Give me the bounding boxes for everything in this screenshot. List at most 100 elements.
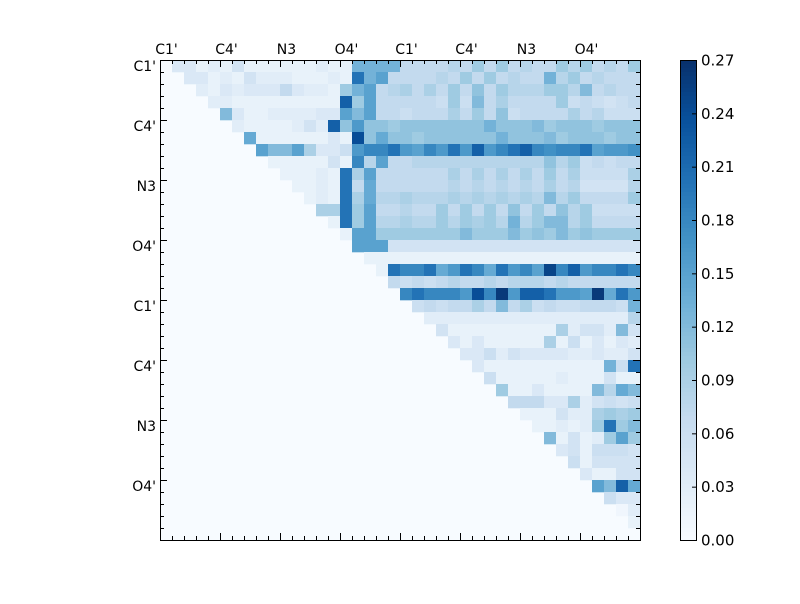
heatmap-cell [352, 180, 365, 193]
heatmap-cell [340, 204, 353, 217]
heatmap-cell [556, 444, 569, 457]
heatmap-cell [340, 156, 353, 169]
heatmap-cell [496, 204, 509, 217]
heatmap-cell [364, 180, 377, 193]
heatmap-cell [484, 96, 497, 109]
colorbar-band [680, 176, 696, 181]
heatmap-cell [544, 108, 557, 121]
colorbar-band [680, 68, 696, 73]
heatmap-cell [604, 396, 617, 409]
heatmap-cell [604, 348, 617, 361]
heatmap-cell [412, 96, 425, 109]
heatmap-cell [544, 408, 557, 421]
heatmap-cell [628, 204, 641, 217]
colorbar-band [680, 208, 696, 213]
heatmap-cell [628, 192, 641, 205]
heatmap-cell [364, 240, 377, 253]
heatmap-cell [568, 360, 581, 373]
heatmap-cell [304, 96, 317, 109]
heatmap-cell [460, 204, 473, 217]
heatmap-cell [592, 132, 605, 145]
heatmap-cell [616, 252, 629, 265]
colorbar-band [680, 304, 696, 309]
x-tick-label: N3 [277, 42, 296, 58]
heatmap-cell [616, 132, 629, 145]
heatmap-cell [340, 168, 353, 181]
colorbar-band [680, 288, 696, 293]
heatmap-cell [556, 348, 569, 361]
heatmap-cell [508, 108, 521, 121]
heatmap-cell [556, 60, 569, 73]
heatmap-cell [424, 84, 437, 97]
heatmap-cell [292, 96, 305, 109]
heatmap-cell [520, 336, 533, 349]
heatmap-cell [388, 96, 401, 109]
heatmap-cell [436, 192, 449, 205]
heatmap-cell [496, 348, 509, 361]
heatmap-cell [460, 288, 473, 301]
heatmap-cell [616, 96, 629, 109]
heatmap-cell [388, 132, 401, 145]
heatmap-cell [568, 204, 581, 217]
heatmap-cell [424, 192, 437, 205]
colorbar-band [680, 348, 696, 353]
heatmap-cell [244, 84, 257, 97]
heatmap-cell [580, 144, 593, 157]
heatmap-cell [520, 216, 533, 229]
heatmap-cell [544, 300, 557, 313]
heatmap-cell [280, 132, 293, 145]
heatmap-cell [436, 168, 449, 181]
heatmap-cell [580, 384, 593, 397]
heatmap-cell [364, 228, 377, 241]
heatmap-cell [520, 360, 533, 373]
heatmap-cell [628, 240, 641, 253]
colorbar-band [680, 440, 696, 445]
heatmap-cell [592, 420, 605, 433]
colorbar-band [680, 160, 696, 165]
heatmap-cell [388, 144, 401, 157]
heatmap-cell [304, 180, 317, 193]
heatmap-cell [460, 348, 473, 361]
heatmap-cell [292, 144, 305, 157]
heatmap-cell [496, 216, 509, 229]
heatmap-cell [520, 108, 533, 121]
heatmap-cell [424, 144, 437, 157]
heatmap-cell [328, 192, 341, 205]
heatmap-cell [520, 264, 533, 277]
heatmap-cell [616, 432, 629, 445]
heatmap-cell [472, 132, 485, 145]
heatmap-cell [280, 144, 293, 157]
heatmap-cell [616, 492, 629, 505]
colorbar-band [680, 280, 696, 285]
heatmap-cell [532, 264, 545, 277]
heatmap-cell [412, 60, 425, 73]
x-tick-label: C4' [455, 42, 478, 58]
heatmap-cell [436, 120, 449, 133]
x-tick-label: O4' [575, 42, 599, 58]
heatmap-cell [448, 156, 461, 169]
heatmap-cell [424, 96, 437, 109]
heatmap-cell [424, 216, 437, 229]
axis-ticks [160, 60, 641, 541]
colorbar-band [680, 468, 696, 473]
heatmap-cell [532, 420, 545, 433]
y-tick-label: N3 [137, 419, 156, 435]
heatmap-cell [628, 216, 641, 229]
heatmap-cell [532, 360, 545, 373]
heatmap-cell [316, 144, 329, 157]
heatmap-cell [328, 72, 341, 85]
colorbar-band [680, 292, 696, 297]
heatmap-cell [544, 360, 557, 373]
heatmap-cell [316, 108, 329, 121]
heatmap-cell [616, 312, 629, 325]
heatmap-cell [412, 288, 425, 301]
heatmap-cell [304, 108, 317, 121]
y-tick-label: O4' [132, 479, 156, 495]
heatmap-cell [484, 72, 497, 85]
heatmap-cell [304, 132, 317, 145]
heatmap-cell [328, 168, 341, 181]
heatmap-cell [544, 288, 557, 301]
heatmap-cell [472, 228, 485, 241]
heatmap-cell [532, 276, 545, 289]
heatmap-cell [340, 228, 353, 241]
